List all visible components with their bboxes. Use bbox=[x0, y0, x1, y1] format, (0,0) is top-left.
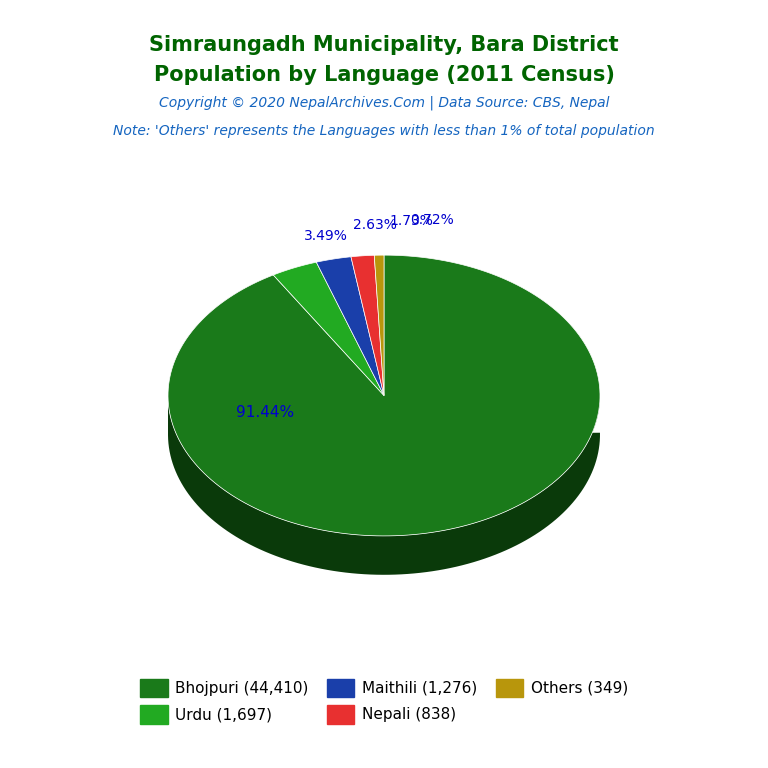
Text: 3.49%: 3.49% bbox=[304, 229, 348, 243]
Text: Note: 'Others' represents the Languages with less than 1% of total population: Note: 'Others' represents the Languages … bbox=[113, 124, 655, 138]
Polygon shape bbox=[351, 255, 384, 396]
Legend: Bhojpuri (44,410), Urdu (1,697), Maithili (1,276), Nepali (838), Others (349): Bhojpuri (44,410), Urdu (1,697), Maithil… bbox=[134, 673, 634, 730]
Text: Simraungadh Municipality, Bara District: Simraungadh Municipality, Bara District bbox=[149, 35, 619, 55]
Text: 0.72%: 0.72% bbox=[410, 213, 454, 227]
Text: 1.73%: 1.73% bbox=[389, 214, 433, 228]
Polygon shape bbox=[374, 255, 384, 396]
Polygon shape bbox=[168, 394, 600, 574]
Text: Copyright © 2020 NepalArchives.Com | Data Source: CBS, Nepal: Copyright © 2020 NepalArchives.Com | Dat… bbox=[159, 96, 609, 111]
Text: 2.63%: 2.63% bbox=[353, 218, 397, 232]
Text: 91.44%: 91.44% bbox=[236, 406, 294, 420]
Polygon shape bbox=[168, 255, 600, 536]
Text: Population by Language (2011 Census): Population by Language (2011 Census) bbox=[154, 65, 614, 85]
Polygon shape bbox=[273, 262, 384, 396]
Polygon shape bbox=[316, 257, 384, 396]
